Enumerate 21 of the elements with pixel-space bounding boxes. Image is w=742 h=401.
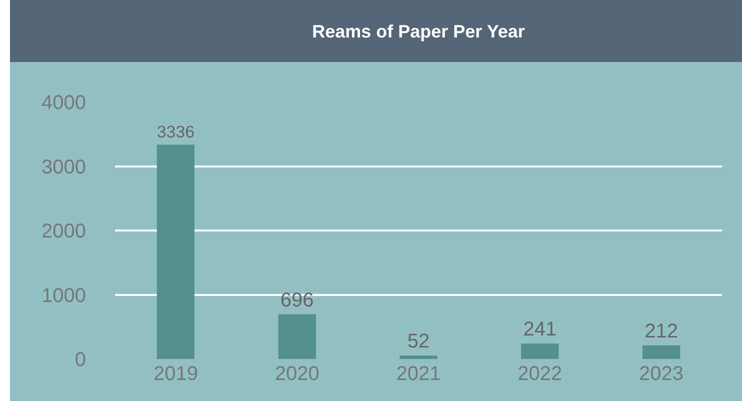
x-tick-label: 2019	[153, 363, 198, 385]
y-tick-label: 4000	[42, 92, 86, 114]
bar	[521, 344, 559, 359]
bar	[156, 144, 195, 359]
y-tick-label: 2000	[42, 220, 86, 242]
y-tick-label: 0	[74, 349, 86, 371]
x-tick-label: 2020	[274, 363, 320, 385]
x-tick-label: 2021	[396, 363, 441, 385]
bar	[642, 345, 680, 359]
y-tick-label: 1000	[42, 284, 86, 307]
y-tick-label: 3000	[42, 156, 86, 178]
x-tick-label: 2023	[639, 363, 684, 385]
x-tick-label: 2022	[518, 363, 562, 385]
data-label: 241	[523, 318, 557, 341]
data-label: 212	[644, 320, 678, 342]
data-label: 696	[280, 289, 314, 312]
chart-title: Reams of Paper Per Year	[312, 21, 525, 42]
bar	[400, 356, 438, 359]
bar	[278, 314, 316, 359]
data-label: 52	[407, 330, 430, 353]
data-label: 3336	[156, 122, 195, 142]
